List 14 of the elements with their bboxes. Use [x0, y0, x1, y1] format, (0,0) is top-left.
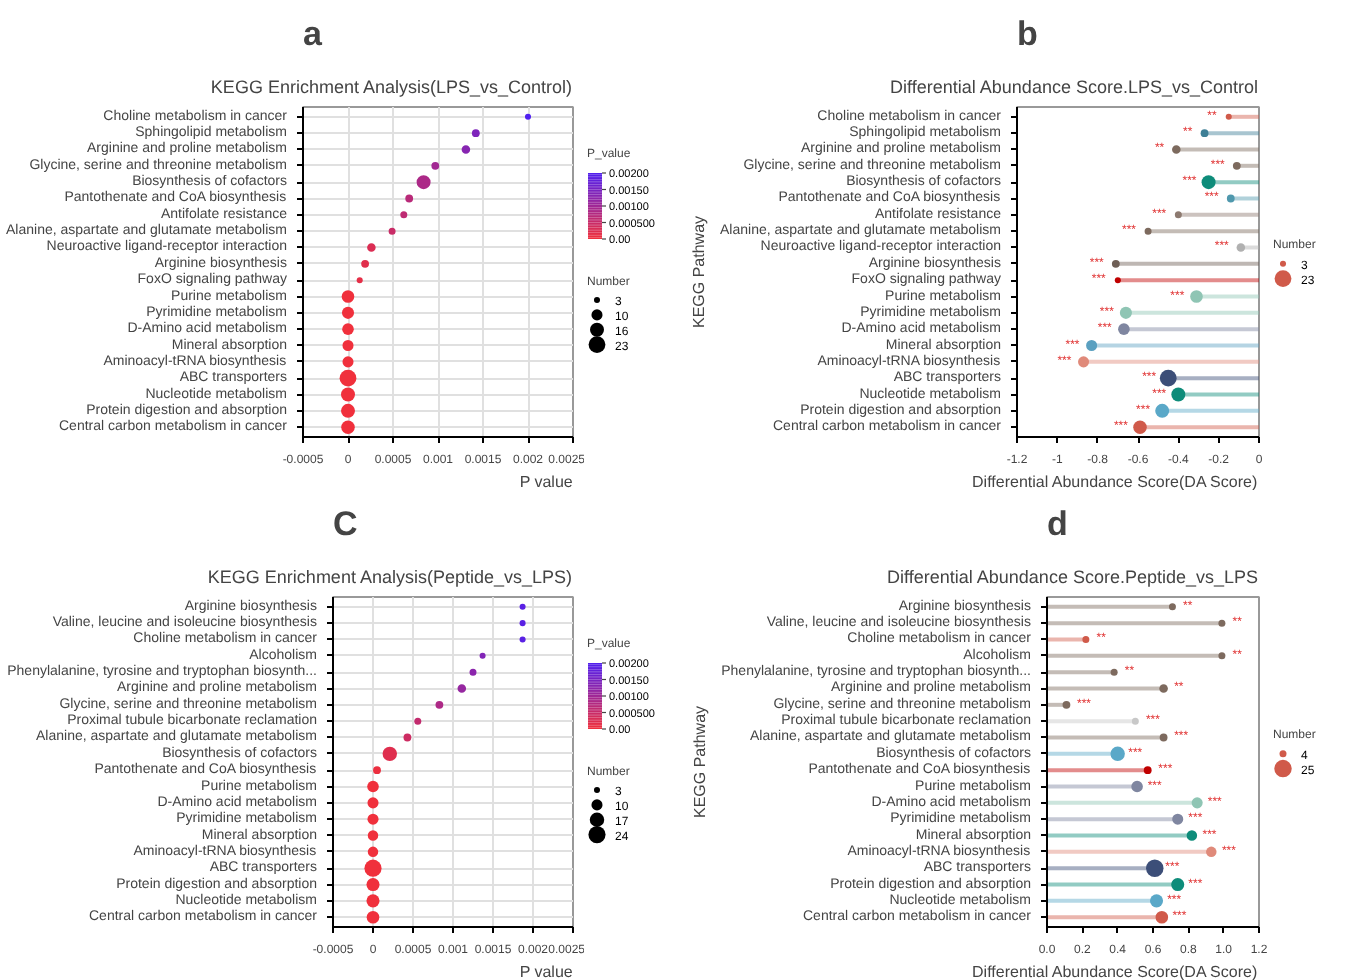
text: a — [303, 15, 323, 53]
text: b — [1017, 15, 1038, 53]
chart-title: Differential Abundance Score.Peptide_vs_LPS — [887, 567, 1259, 587]
x-axis-title: P value — [519, 473, 574, 491]
y-axis-title: KEGG Pathway — [691, 705, 710, 819]
x-axis-title: Differential Abundance Score(DA Score) — [972, 963, 1258, 980]
text: d — [1047, 505, 1068, 543]
x-axis-title: Differential Abundance Score(DA Score) — [972, 473, 1258, 491]
chart-title: KEGG Enrichment Analysis(LPS_vs_Control) — [210, 77, 573, 97]
y-axis-title: KEGG Pathway — [690, 215, 709, 329]
chart-title: Differential Abundance Score.LPS_vs_Control — [890, 77, 1259, 97]
chart-title: KEGG Enrichment Analysis(Peptide_vs_LPS) — [207, 567, 573, 587]
text: C — [333, 505, 358, 543]
x-axis-title: P value — [519, 963, 574, 980]
